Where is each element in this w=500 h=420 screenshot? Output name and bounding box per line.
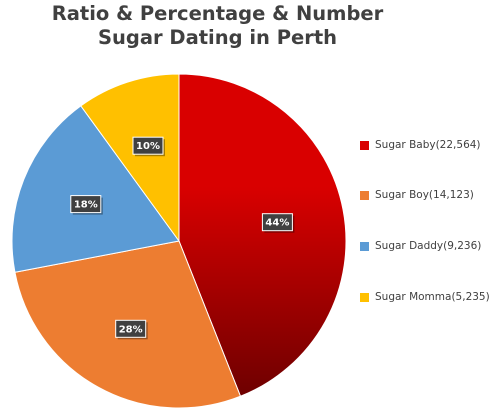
data-label-sugar-baby: 44% [261,213,295,233]
data-label-text: 28% [119,324,143,335]
legend: Sugar Baby(22,564) Sugar Boy(14,123) Sug… [360,0,500,420]
legend-label-sugar-momma: Sugar Momma(5,235) [375,291,490,303]
data-label-sugar-momma: 10% [132,136,165,157]
legend-swatch-sugar-boy [360,190,369,200]
legend-item-sugar-baby: Sugar Baby(22,564) [360,137,481,153]
data-labels: 44% 28% 18% 10% [70,136,295,340]
legend-item-sugar-momma: Sugar Momma(5,235) [360,289,490,305]
legend-item-sugar-daddy: Sugar Daddy(9,236) [360,238,481,254]
data-label-box [261,213,293,232]
legend-swatch-sugar-daddy [360,241,369,251]
data-label-text: 18% [74,200,98,211]
data-label-text: 10% [136,141,160,152]
data-label-sugar-daddy: 18% [70,195,103,215]
chart-title-line-1: Ratio & Percentage & Number [51,2,384,25]
pie-slice-sugar-momma [80,73,180,243]
legend-label-sugar-baby: Sugar Baby(22,564) [375,139,481,151]
pie-slice-sugar-baby [178,73,347,397]
legend-item-sugar-boy: Sugar Boy(14,123) [360,187,474,203]
chart-title-line-2: Sugar Dating in Perth [97,26,338,49]
data-label-sugar-boy: 28% [115,319,148,340]
pie-slices [11,73,347,409]
legend-swatch-sugar-baby [360,140,369,150]
data-label-box [70,195,102,214]
data-label-box [115,319,147,338]
data-label-text: 44% [265,218,289,229]
data-label-box [132,136,164,155]
pie-slice-sugar-daddy [11,105,180,273]
legend-swatch-sugar-momma [360,292,369,302]
legend-label-sugar-boy: Sugar Boy(14,123) [375,189,474,201]
legend-label-sugar-daddy: Sugar Daddy(9,236) [375,240,482,252]
